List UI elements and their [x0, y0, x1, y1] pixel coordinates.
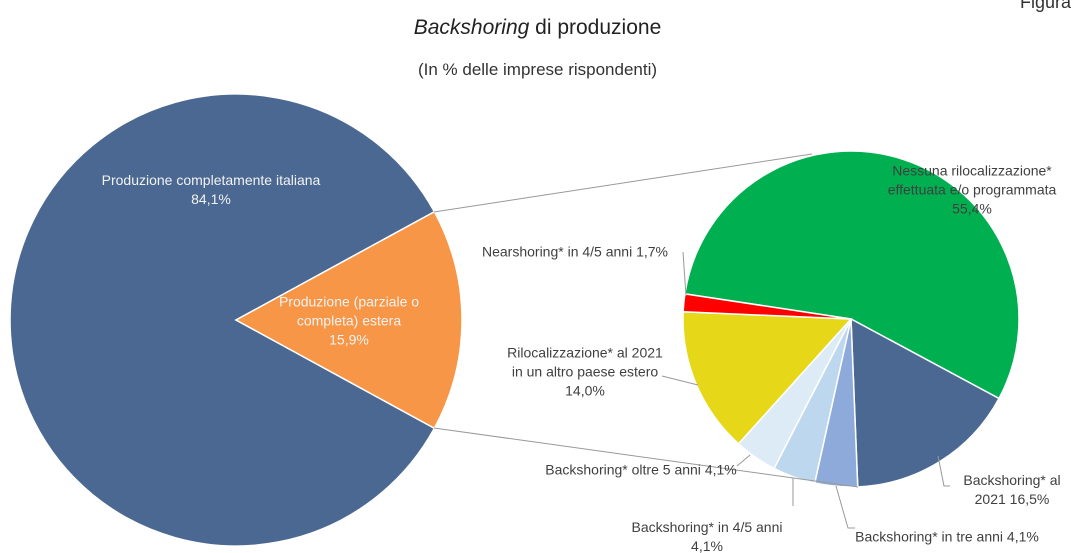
category-label: Nearshoring* in 4/5 anni — [481, 243, 633, 260]
value-label: 55,4% — [952, 200, 992, 217]
data-label: Nearshoring* in 4/5 anni 1,7% — [480, 243, 670, 262]
category-label: Backshoring* al 2021 — [963, 472, 1061, 507]
category-label: Backshoring* oltre 5 anni — [545, 461, 701, 478]
leader-line — [661, 375, 699, 386]
data-label: Backshoring* in 4/5 anni 4,1% — [617, 518, 797, 553]
category-label: Produzione (parziale o completa) estera — [278, 293, 420, 329]
category-label: Backshoring* in 4/5 anni — [631, 519, 783, 535]
data-label: Backshoring* al 2021 16,5% — [956, 471, 1068, 509]
connector — [433, 153, 813, 213]
data-label: Backshoring* oltre 5 anni 4,1% — [541, 461, 741, 480]
value-label: 84,1% — [191, 191, 231, 207]
value-label: 15,9% — [329, 331, 369, 348]
leader-line — [682, 251, 687, 297]
data-label: Nessuna rilocalizzazione* effettuata e/o… — [875, 162, 1070, 219]
category-label: Rilocalizzazione* al 2021 in un altro pa… — [507, 344, 663, 380]
leader-line — [835, 485, 855, 529]
value-label: 4,1% — [691, 538, 723, 553]
value-label: 1,7% — [636, 243, 669, 260]
category-label: Nessuna rilocalizzazione* effettuata e/o… — [887, 162, 1057, 198]
data-label: Backshoring* in tre anni 4,1% — [852, 528, 1042, 547]
pie-slice — [682, 293, 852, 320]
pie-slice — [234, 210, 463, 430]
pie-slice — [684, 150, 1020, 400]
connector — [433, 427, 859, 488]
leader-line — [736, 454, 751, 467]
value-label: 4,1% — [1006, 528, 1039, 545]
value-label: 14,0% — [565, 382, 605, 399]
connectors — [433, 153, 950, 529]
category-label: Produzione completamente italiana — [101, 172, 321, 188]
title-text: di produzione — [535, 16, 662, 39]
category-label: Backshoring* in tre anni — [855, 528, 1004, 545]
data-label: Rilocalizzazione* al 2021 in un altro pa… — [500, 344, 670, 401]
data-label: Produzione (parziale o completa) estera … — [267, 293, 432, 350]
pie-slice — [682, 310, 853, 445]
pie-slice — [9, 93, 436, 547]
corner-label: Figura — [1019, 0, 1071, 12]
chart-subtitle: (In % delle imprese rispondenti) — [417, 60, 658, 79]
data-label: Produzione completamente italiana 84,1% — [101, 171, 321, 209]
value-label: 16,5% — [1009, 491, 1050, 507]
title-emphasis: Backshoring — [413, 16, 530, 39]
value-label: 4,1% — [704, 461, 737, 478]
chart-title: Backshoring di produzione — [0, 16, 1075, 40]
pie-slice — [850, 317, 1001, 488]
leader-line — [937, 455, 950, 487]
